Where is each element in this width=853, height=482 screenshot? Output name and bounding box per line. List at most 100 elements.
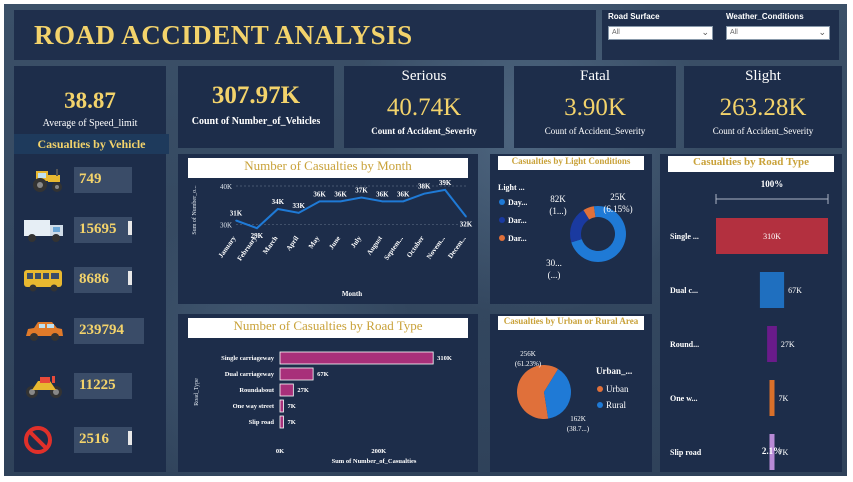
data-label: 36K	[334, 190, 347, 198]
x-tick-label: 0K	[276, 448, 284, 455]
serious-kpi-heading: Serious	[401, 68, 447, 84]
funnel-bar	[767, 326, 777, 362]
data-point	[318, 200, 321, 203]
road-surface-label: Road Surface	[608, 12, 660, 21]
y-tick-label: 30K	[220, 221, 232, 229]
data-label: 67K	[788, 286, 802, 295]
x-tick-label: June	[327, 235, 342, 251]
legend-marker	[597, 402, 603, 408]
legend-label: Urban	[606, 384, 629, 394]
data-point	[235, 219, 237, 222]
fatal-kpi-card: Fatal 3.90K Count of Accident_Severity	[514, 66, 676, 148]
vehicle-row-tractor: 749	[22, 165, 162, 195]
data-label: 31K	[230, 210, 243, 218]
chart-title: Number of Casualties by Month	[188, 158, 468, 178]
vehicle-row-other: 2516	[22, 425, 162, 455]
bus-icon	[24, 270, 62, 292]
data-label: 67K	[317, 371, 329, 378]
fatal-kpi-label: Count of Accident_Severity	[544, 126, 646, 136]
data-label: 38K	[418, 183, 431, 191]
vehicle-row-truck: 15695	[22, 215, 162, 245]
legend-label: Dar...	[508, 216, 527, 225]
data-label: (38.7...)	[567, 425, 590, 433]
x-tick-label: March	[261, 234, 279, 255]
vehicle-panel-title: Casualties by Vehicle	[14, 134, 169, 154]
legend-marker	[597, 386, 603, 392]
y-tick-label: One way street	[233, 403, 275, 410]
data-label: 32K	[460, 221, 473, 229]
urban-rural-card: Casualties by Urban or Rural Area Urban_…	[490, 314, 652, 472]
data-point	[423, 192, 425, 195]
light-conditions-card: Casualties by Light Conditions Light ...…	[490, 154, 652, 304]
weather-label: Weather_Conditions	[726, 12, 804, 21]
category-label: One w...	[670, 394, 698, 403]
x-axis-label: Sum of Number_of_Casualties	[332, 458, 417, 465]
x-tick-label: August	[365, 234, 384, 257]
title-bar: ROAD ACCIDENT ANALYSIS	[14, 10, 596, 60]
slight-kpi-value: 263.28K	[719, 94, 807, 121]
page-title: ROAD ACCIDENT ANALYSIS	[34, 20, 413, 50]
pie-chart: Urban_... Urban Rural 256K (61.23%) 162K (38.7…	[515, 350, 632, 433]
data-label: 310K	[437, 355, 452, 362]
vehicles-kpi-label: Count of Number_of_Vehicles	[191, 116, 321, 127]
bar	[279, 367, 314, 381]
bar	[279, 383, 294, 397]
legend-label: Rural	[606, 400, 626, 410]
chart-title: Casualties by Road Type	[668, 156, 834, 172]
data-label: 30...	[546, 258, 562, 268]
category-label: Round...	[670, 340, 699, 349]
data-point	[465, 215, 467, 218]
vehicle-value: 8686	[74, 267, 132, 293]
speed-kpi-label: Average of Speed_limit	[42, 118, 138, 129]
data-label: 256K	[520, 350, 536, 358]
category-label: Slip road	[670, 448, 702, 457]
road-surface-slicer[interactable]: Road Surface All ⌄	[608, 12, 713, 54]
vehicle-row-car: 239794	[22, 316, 162, 346]
vehicle-row-motorcycle: 11225	[22, 371, 162, 401]
data-label: 7K	[779, 448, 789, 457]
data-point	[444, 189, 446, 191]
x-tick-label: Septem...	[383, 234, 405, 261]
x-tick-label: January	[217, 234, 238, 259]
legend-title: Urban_...	[596, 366, 632, 376]
series-line	[235, 188, 467, 230]
casualties-by-month-card: Number of Casualties by Month 40K 30K Sum …	[178, 154, 478, 304]
vehicle-bar	[128, 271, 132, 285]
speed-kpi-card: 38.87 Average of Speed_limit	[14, 66, 166, 472]
data-label: 34K	[272, 198, 285, 206]
data-label: 29K	[251, 232, 264, 240]
data-label: 82K	[550, 194, 566, 204]
prohibited-icon	[24, 426, 52, 454]
x-tick-label: Decem...	[446, 234, 467, 260]
tractor-icon	[33, 169, 62, 192]
legend-marker	[499, 217, 505, 223]
vehicle-row-bus: 8686	[22, 265, 162, 295]
legend-title: Light ...	[498, 183, 525, 192]
x-tick-label: October	[405, 235, 426, 260]
funnel-chart: 100% Single ... 310K Dual c... 67K Round... 27…	[670, 179, 829, 470]
y-axis-label: Sum of Number_o...	[191, 185, 198, 235]
vehicle-bar	[128, 431, 132, 445]
vehicle-value: 15695	[74, 217, 132, 243]
motorcycle-icon	[26, 376, 62, 398]
weather-slicer[interactable]: Weather_Conditions All ⌄	[726, 12, 830, 54]
bar	[279, 351, 434, 365]
bar-chart: Road_Type Single carriageway 310K Dual carr…	[194, 351, 452, 465]
casualties-by-road-type-card: Number of Casualties by Road Type Road_T…	[178, 314, 478, 472]
serious-kpi-label: Count of Accident_Severity	[371, 126, 477, 136]
donut-chart: Light ... Day... Dar... Dar... 30... (...) 82K…	[498, 183, 633, 280]
y-tick-label: Roundabout	[239, 387, 275, 394]
data-label: 36K	[397, 190, 410, 198]
chart-title: Number of Casualties by Road Type	[188, 318, 468, 338]
car-icon	[26, 322, 63, 341]
chart-title: Casualties by Light Conditions	[498, 156, 644, 170]
chevron-down-icon: ⌄	[818, 27, 826, 37]
data-label: 310K	[763, 232, 781, 241]
bottom-label: 2.1%	[762, 446, 782, 456]
truck-icon	[24, 220, 63, 242]
data-point	[360, 196, 363, 199]
data-label: 36K	[376, 190, 389, 198]
weather-dropdown[interactable]: All ⌄	[726, 26, 830, 40]
road-surface-dropdown[interactable]: All ⌄	[608, 26, 713, 40]
top-label: 100%	[761, 179, 784, 189]
